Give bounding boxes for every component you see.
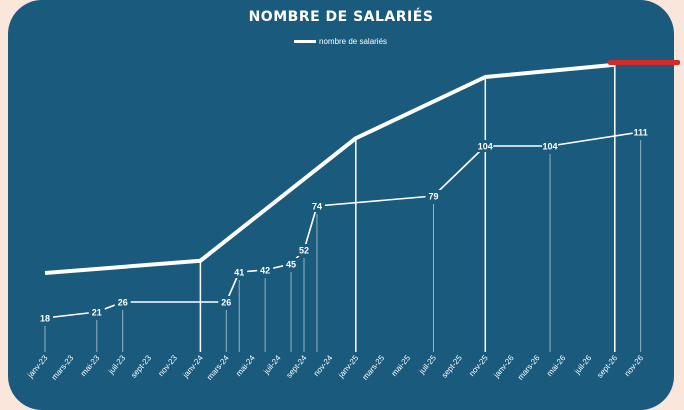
data-label-bg <box>425 190 442 202</box>
red-highlight-marker <box>608 60 680 65</box>
trend-line <box>44 62 615 275</box>
x-tick-label: sept-24 <box>284 353 308 380</box>
data-label-bg <box>88 306 105 318</box>
x-tick-label: juil-26 <box>572 353 594 376</box>
x-tick-label: janv-23 <box>25 353 50 380</box>
x-tick-label: janv-26 <box>491 353 516 380</box>
data-label: 21 <box>92 308 102 318</box>
chart-title: NOMBRE DE SALARIÉS <box>248 9 434 25</box>
data-label: 45 <box>286 260 296 270</box>
data-label: 18 <box>40 314 50 324</box>
x-tick-label: sept-23 <box>129 353 153 380</box>
x-tick-label: sept-25 <box>440 353 464 380</box>
data-label: 26 <box>221 298 231 308</box>
x-tick-label: mars-24 <box>205 353 231 382</box>
data-label-bg <box>114 296 131 308</box>
legend-label: nombre de salariés <box>319 37 388 46</box>
data-label-bg <box>308 200 325 212</box>
data-label-bg <box>296 244 312 256</box>
x-tick-label: juil-23 <box>106 353 128 376</box>
x-tick-label: janv-25 <box>336 353 361 380</box>
data-label: 79 <box>428 192 438 202</box>
x-tick-label: nov-26 <box>623 353 646 378</box>
data-label-bg <box>477 140 494 152</box>
data-label-bg <box>542 140 559 152</box>
x-tick-label: mai-24 <box>234 353 257 378</box>
x-tick-label: mars-23 <box>50 353 76 382</box>
data-label-bg <box>632 126 649 138</box>
data-label: 52 <box>299 246 309 256</box>
data-label: 74 <box>312 202 322 212</box>
data-label: 42 <box>260 266 270 276</box>
x-tick-label: sept-26 <box>595 353 619 380</box>
data-label-bg <box>283 258 300 270</box>
data-label: 41 <box>234 268 244 278</box>
legend-swatch <box>294 40 316 43</box>
x-tick-label: nov-24 <box>312 353 335 378</box>
x-tick-label: mars-25 <box>360 353 386 382</box>
x-tick-label: juil-25 <box>417 353 439 376</box>
data-label-bg <box>231 266 248 278</box>
data-line <box>44 131 641 319</box>
data-label: 104 <box>543 142 558 152</box>
x-tick-label: juil-24 <box>261 353 283 376</box>
data-label-bg <box>218 296 235 308</box>
x-tick-label: janv-24 <box>181 353 206 380</box>
x-tick-label: mai-26 <box>545 353 568 378</box>
data-label-bg <box>37 312 53 324</box>
x-tick-label: nov-23 <box>156 353 179 378</box>
data-label-bg <box>257 264 274 276</box>
data-label: 26 <box>118 298 128 308</box>
chart-legend: nombre de salariés <box>294 37 387 46</box>
data-label: 111 <box>634 128 648 138</box>
x-tick-label: mai-23 <box>79 353 102 378</box>
x-tick-label: nov-25 <box>467 353 490 378</box>
data-label: 104 <box>478 142 493 152</box>
x-tick-label: mars-26 <box>516 353 542 382</box>
x-tick-label: mai-25 <box>390 353 413 378</box>
